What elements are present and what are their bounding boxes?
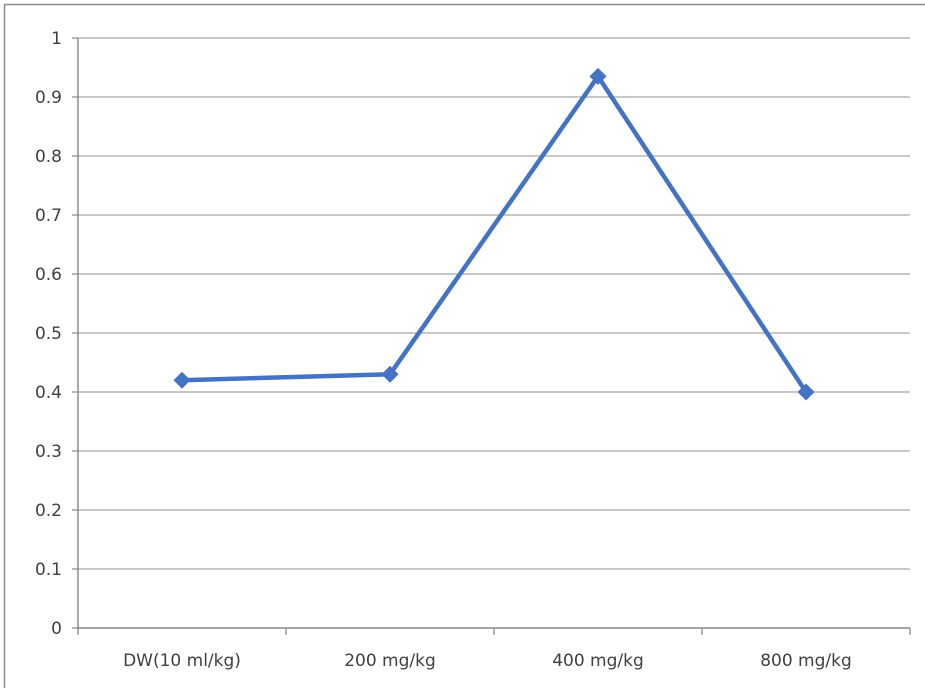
y-tick-label: 1 (51, 29, 62, 49)
x-axis-tick-labels: DW(10 ml/kg) 200 mg/kg 400 mg/kg 800 mg/kg (123, 651, 852, 671)
y-tick-label: 0.3 (35, 442, 62, 462)
data-point-marker (174, 372, 191, 389)
x-tick-label: 800 mg/kg (760, 651, 852, 671)
gridlines (78, 38, 910, 569)
y-tick-label: 0.9 (35, 88, 62, 108)
y-tick-label: 0 (51, 619, 62, 639)
series-line (182, 76, 806, 392)
y-tick-label: 0.2 (35, 501, 62, 521)
series-group (174, 68, 815, 401)
y-tick-label: 0.6 (35, 265, 62, 285)
y-tick-label: 0.5 (35, 324, 62, 344)
axes (72, 38, 910, 635)
x-tick-label: 400 mg/kg (552, 651, 644, 671)
y-tick-label: 0.8 (35, 147, 62, 167)
x-tick-label: 200 mg/kg (344, 651, 436, 671)
y-tick-label: 0.7 (35, 206, 62, 226)
y-tick-label: 0.1 (35, 560, 62, 580)
chart-border (5, 5, 925, 689)
x-tick-label: DW(10 ml/kg) (123, 651, 241, 671)
y-tick-label: 0.4 (35, 383, 62, 403)
y-axis-tick-labels: 0 0.1 0.2 0.3 0.4 0.5 0.6 0.7 0.8 0.9 1 (35, 29, 62, 639)
